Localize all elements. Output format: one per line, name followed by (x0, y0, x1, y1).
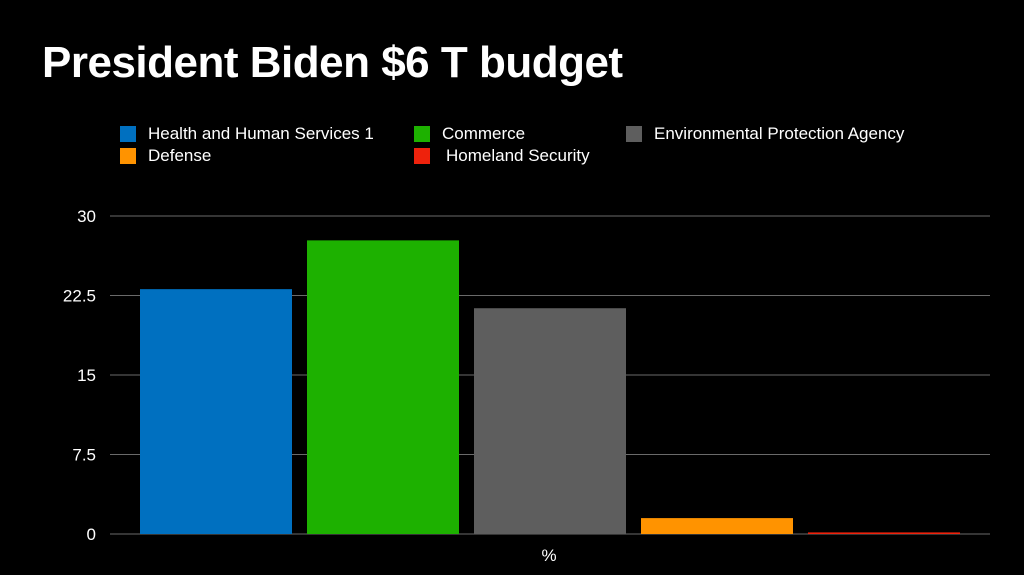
bar-environmental-protection-agency (474, 308, 626, 534)
legend: Health and Human Services 1 Commerce Env… (120, 124, 1020, 174)
y-axis-ticks: 0 7.5 15 22.5 30 (63, 207, 96, 544)
legend-item-homeland-security: Homeland Security (414, 146, 590, 166)
y-tick-label: 15 (77, 366, 96, 385)
bar-defense (641, 518, 793, 534)
bar-homeland-security (808, 532, 960, 534)
legend-swatch (626, 126, 642, 142)
chart-title: President Biden $6 T budget (42, 38, 623, 87)
legend-label: Defense (148, 146, 212, 165)
legend-item-environmental-protection-agency: Environmental Protection Agency (626, 124, 904, 144)
legend-label: Homeland Security (446, 146, 590, 165)
y-tick-label: 0 (87, 525, 96, 544)
legend-item-commerce: Commerce (414, 124, 525, 144)
legend-label: Environmental Protection Agency (654, 124, 905, 143)
y-tick-label: 7.5 (72, 446, 96, 465)
y-tick-label: 22.5 (63, 287, 96, 306)
legend-swatch (120, 148, 136, 164)
bars (140, 240, 960, 534)
legend-item-health-and-human-services: Health and Human Services 1 (120, 124, 374, 144)
legend-item-defense: Defense (120, 146, 211, 166)
legend-label: Health and Human Services 1 (148, 124, 374, 143)
bar-health-and-human-services-1 (140, 289, 292, 534)
y-tick-label: 30 (77, 207, 96, 226)
bar-commerce (307, 240, 459, 534)
legend-swatch (414, 126, 430, 142)
legend-label: Commerce (442, 124, 526, 143)
legend-swatch (120, 126, 136, 142)
x-axis-label: % (541, 546, 556, 565)
legend-swatch (414, 148, 430, 164)
